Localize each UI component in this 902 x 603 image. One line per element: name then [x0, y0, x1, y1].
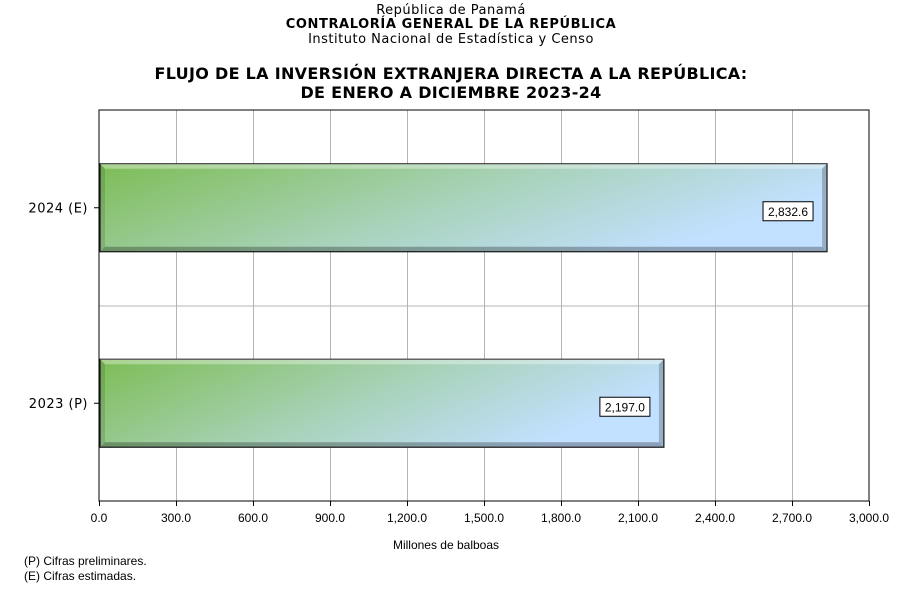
x-axis-label: Millones de balboas: [393, 538, 499, 552]
x-tick-label: 1,500.0: [464, 511, 504, 525]
bar-body: [99, 163, 828, 253]
x-tick-label: 900.0: [315, 511, 345, 525]
header-institution: CONTRALORÍA GENERAL DE LA REPÚBLICA: [285, 17, 617, 32]
footnote-estimated: (E) Cifras estimadas.: [24, 569, 137, 583]
bar-bevel-bottom: [100, 442, 664, 448]
bar: 2,197.0: [99, 358, 665, 448]
bar-bevel-top: [100, 163, 828, 169]
data-label-box: [599, 396, 651, 417]
x-tick-label: 1,800.0: [541, 511, 581, 525]
chart-title-line1: FLUJO DE LA INVERSIÓN EXTRANJERA DIRECTA…: [154, 64, 748, 83]
footnote-preliminary: (P) Cifras preliminares.: [24, 554, 147, 568]
bar-bevel-left: [100, 359, 105, 448]
x-tick-label: 300.0: [161, 511, 191, 525]
data-label: 2,197.0: [605, 400, 645, 414]
x-axis: 0.0 300.0 600.0 900.0 1,200.0 1,500.0 1,800.0 2…: [91, 501, 889, 525]
x-tick-label: 600.0: [238, 511, 268, 525]
x-tick-label: 2,100.0: [618, 511, 658, 525]
bar-bevel-right: [658, 359, 664, 448]
bar: 2,832.6: [99, 163, 828, 253]
x-tick-label: 1,200.0: [387, 511, 427, 525]
y-axis: 2024 (E) 2023 (P): [28, 201, 99, 412]
chart-title-line2: DE ENERO A DICIEMBRE 2023-24: [300, 83, 602, 102]
bar-bevel-left: [100, 163, 105, 252]
x-tick-label: 0.0: [91, 511, 108, 525]
bars: 2,832.6 2,197.0: [99, 163, 828, 448]
header-country: República de Panamá: [376, 3, 526, 18]
category-label: 2024 (E): [28, 201, 88, 216]
category-label: 2023 (P): [29, 397, 88, 412]
bar-bevel-bottom: [100, 246, 828, 252]
bar-bevel-top: [100, 359, 664, 365]
x-tick-label: 3,000.0: [849, 511, 889, 525]
data-label: 2,832.6: [768, 205, 808, 219]
header-institute: Instituto Nacional de Estadística y Cens…: [308, 32, 594, 47]
x-tick-label: 2,400.0: [695, 511, 735, 525]
x-tick-label: 2,700.0: [772, 511, 812, 525]
data-label-box: [762, 201, 814, 222]
bar-body: [99, 358, 665, 448]
bar-bevel-right: [822, 163, 828, 252]
